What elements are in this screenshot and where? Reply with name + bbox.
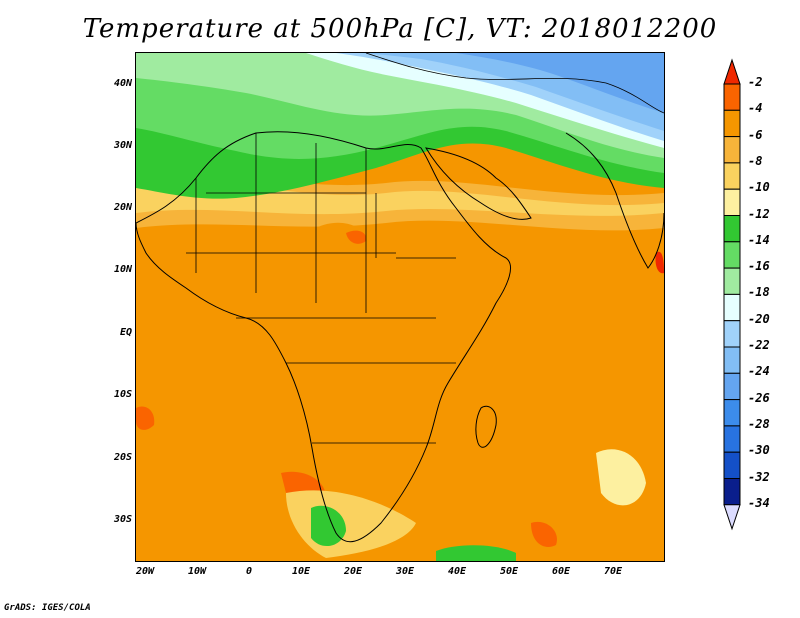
colorbar-level-label: -18 bbox=[748, 285, 770, 300]
lon-label-50e: 50E bbox=[499, 566, 519, 577]
colorbar-level-label: -22 bbox=[748, 338, 770, 352]
colorbar-level-label: -32 bbox=[748, 469, 770, 484]
field-band-minus-4 bbox=[136, 406, 155, 430]
field-band-minus-2 bbox=[655, 251, 664, 274]
colorbar-segment bbox=[723, 109, 741, 138]
colorbar-level-label: -26 bbox=[748, 390, 770, 405]
colorbar-segment bbox=[723, 241, 741, 269]
field-band-minus-4 bbox=[531, 521, 557, 547]
colorbar-segment bbox=[723, 215, 741, 243]
lat-label-20s: 20S bbox=[113, 452, 132, 463]
colorbar-level-label: -6 bbox=[748, 127, 763, 142]
lon-label-40e: 40E bbox=[447, 566, 467, 577]
colorbar-segment bbox=[723, 346, 741, 374]
colorbar-level-label: -24 bbox=[748, 364, 770, 379]
temperature-map bbox=[136, 53, 664, 561]
colorbar-level-label: -30 bbox=[748, 443, 770, 458]
coastline-europe bbox=[365, 53, 664, 114]
colorbar-segment bbox=[723, 399, 741, 427]
field-band-minus-14 bbox=[311, 505, 346, 547]
lon-label-20e: 20E bbox=[343, 566, 363, 577]
colorbar-segment bbox=[723, 267, 741, 295]
lon-label-60e: 60E bbox=[551, 566, 571, 577]
lat-label-40n: 40N bbox=[113, 78, 132, 89]
colorbar-segment bbox=[723, 83, 741, 111]
colorbar-level-label: -14 bbox=[748, 232, 770, 247]
colorbar-segment bbox=[723, 425, 741, 453]
colorbar-level-label: -4 bbox=[748, 101, 763, 116]
colorbar-level-label: -16 bbox=[748, 259, 770, 274]
lon-label-10e: 10E bbox=[291, 566, 311, 577]
chart-title: Temperature at 500hPa [C], VT: 201801220… bbox=[82, 14, 718, 44]
coastline-india bbox=[565, 132, 664, 269]
colorbar bbox=[723, 58, 741, 531]
colorbar-level-label: -2 bbox=[748, 75, 763, 89]
colorbar-level-label: -8 bbox=[748, 153, 763, 168]
lat-label-10n: 10N bbox=[113, 264, 132, 275]
map-panel bbox=[135, 52, 665, 562]
lat-label-30n: 30N bbox=[113, 140, 132, 151]
colorbar-bottom-arrow bbox=[723, 504, 741, 531]
colorbar-segment bbox=[723, 451, 741, 480]
lat-label-30s: 30S bbox=[113, 514, 132, 525]
credit-text: GrADS: IGES/COLA bbox=[4, 603, 91, 613]
colorbar-segment bbox=[723, 293, 741, 322]
colorbar-level-label: -20 bbox=[748, 311, 770, 326]
lon-label-30e: 30E bbox=[395, 566, 415, 577]
colorbar-level-label: -12 bbox=[748, 206, 770, 221]
lon-label-70e: 70E bbox=[603, 566, 623, 577]
colorbar-segment bbox=[723, 188, 741, 216]
lon-label-20w: 20W bbox=[135, 566, 155, 577]
field-band-minus-12 bbox=[596, 449, 646, 506]
field-band-minus-26 bbox=[456, 53, 664, 113]
colorbar-top-arrow bbox=[723, 58, 741, 85]
lat-label-20n: 20N bbox=[113, 202, 132, 213]
colorbar-segment bbox=[723, 162, 741, 190]
field-band-minus-6 bbox=[316, 222, 366, 250]
field-band-minus-14 bbox=[436, 545, 516, 561]
lon-label-0: 0 bbox=[245, 566, 253, 577]
country-borders bbox=[186, 133, 456, 444]
colorbar-segment bbox=[723, 320, 741, 348]
coastline-madagascar bbox=[475, 405, 497, 448]
coastline-arabia bbox=[425, 147, 532, 220]
colorbar-level-label: -28 bbox=[748, 416, 770, 431]
lat-label-10s: 10S bbox=[113, 389, 132, 400]
lon-label-10w: 10W bbox=[187, 566, 207, 577]
colorbar-segment bbox=[723, 478, 741, 506]
colorbar-level-label: -34 bbox=[748, 495, 770, 510]
field-band-minus-4 bbox=[346, 230, 367, 244]
colorbar-segment bbox=[723, 372, 741, 401]
colorbar-level-label: -10 bbox=[748, 180, 770, 195]
colorbar-segment bbox=[723, 136, 741, 164]
lat-label-eq: EQ bbox=[119, 327, 132, 338]
